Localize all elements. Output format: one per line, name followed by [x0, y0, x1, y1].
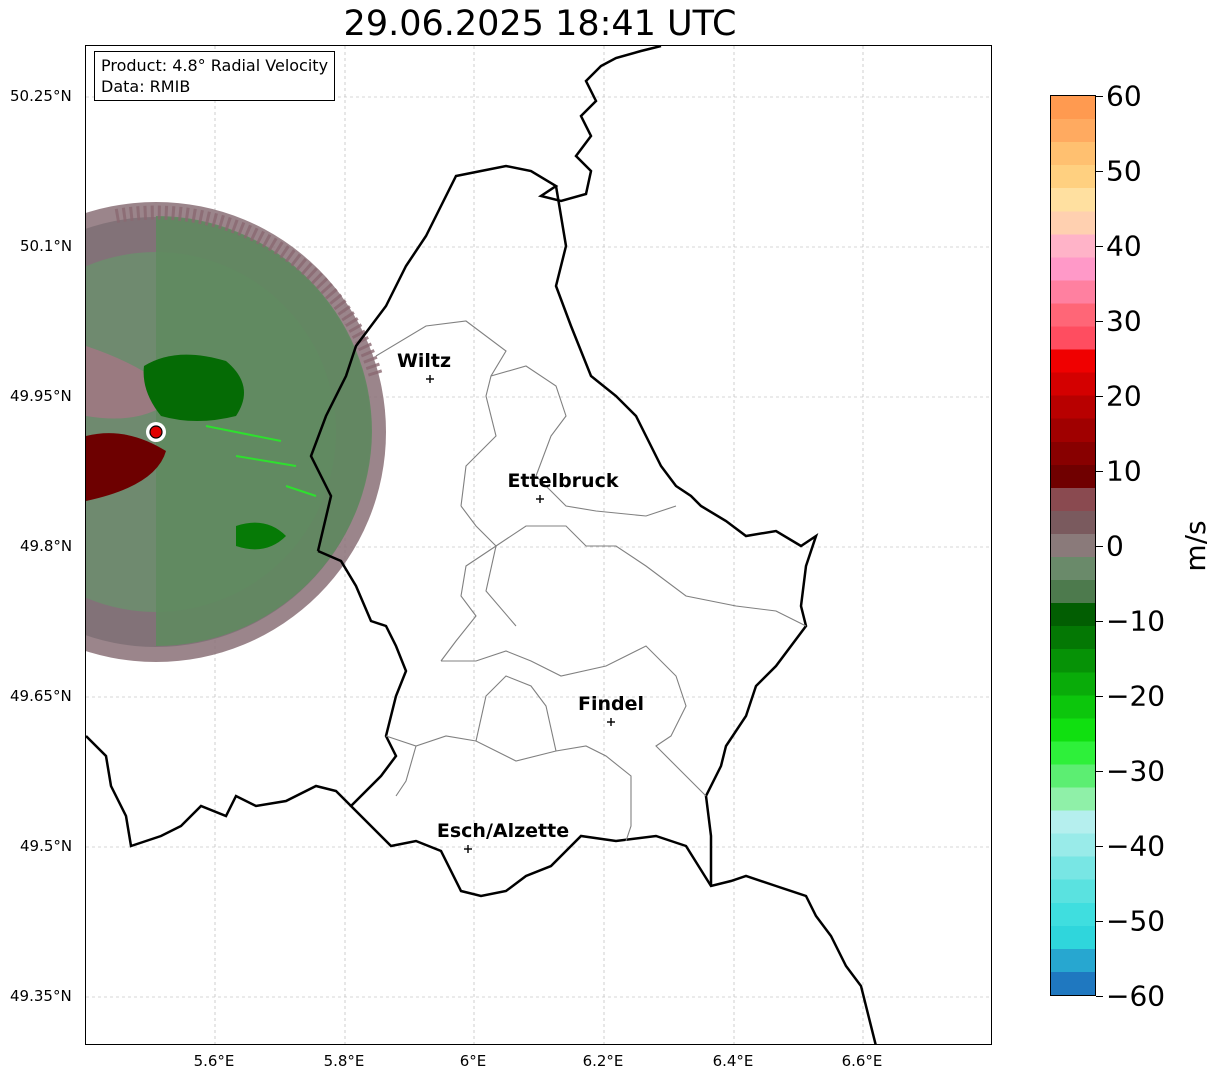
lon-label: 6.4°E	[712, 1052, 754, 1070]
lon-label: 6.6°E	[841, 1052, 883, 1070]
lon-label: 6.2°E	[582, 1052, 624, 1070]
lat-label: 49.95°N	[10, 387, 72, 405]
lat-label: 49.8°N	[20, 537, 73, 555]
map-area[interactable]	[85, 45, 992, 1045]
colorbar-tick	[1096, 171, 1103, 172]
colorbar-tick	[1096, 921, 1103, 922]
map-title: 29.06.2025 18:41 UTC	[343, 4, 737, 44]
colorbar-tick	[1096, 621, 1103, 622]
colorbar-tick	[1096, 96, 1103, 97]
lat-label: 50.1°N	[20, 237, 73, 255]
city-markers	[426, 375, 615, 853]
colorbar-tick-label: 10	[1106, 454, 1142, 488]
colorbar-tick-label: −50	[1106, 904, 1166, 938]
colorbar-tick	[1096, 321, 1103, 322]
lon-label: 5.8°E	[323, 1052, 365, 1070]
radar-site-marker	[149, 425, 163, 439]
colorbar-tick-label: −20	[1106, 679, 1166, 713]
country-borders	[86, 46, 877, 1044]
colorbar-tick	[1096, 771, 1103, 772]
colorbar-tick-label: 50	[1106, 154, 1142, 188]
colorbar-tick-label: 60	[1106, 79, 1142, 113]
colorbar-tick-label: −40	[1106, 829, 1166, 863]
colorbar-tick	[1096, 846, 1103, 847]
colorbar-unit-label: m/s	[1179, 520, 1207, 572]
district-borders	[375, 320, 807, 842]
colorbar-tick-label: 0	[1106, 529, 1124, 563]
lon-label: 6°E	[459, 1052, 487, 1070]
colorbar-tick-label: 40	[1106, 229, 1142, 263]
colorbar-tick	[1096, 696, 1103, 697]
info-box: Product: 4.8° Radial Velocity Data: RMIB	[94, 51, 336, 101]
city-label-wiltz: Wiltz	[396, 350, 452, 372]
colorbar-tick-label: −60	[1106, 979, 1166, 1013]
colorbar-tick	[1096, 996, 1103, 997]
lon-label: 5.6°E	[193, 1052, 235, 1070]
receding-velocity-area	[86, 433, 166, 501]
city-label-esch-alzette: Esch/Alzette	[436, 820, 570, 842]
colorbar-tick-label: 30	[1106, 304, 1142, 338]
colorbar-tick	[1096, 396, 1103, 397]
colorbar-tick	[1096, 546, 1103, 547]
data-source-label: Data: RMIB	[101, 77, 191, 96]
colorbar-tick-label: 20	[1106, 379, 1142, 413]
colorbar-tick	[1096, 246, 1103, 247]
lat-label: 49.5°N	[20, 837, 73, 855]
approaching-velocity-area	[143, 354, 244, 421]
lat-label: 50.25°N	[10, 87, 72, 105]
map-canvas	[86, 46, 991, 1044]
city-label-ettelbruck: Ettelbruck	[507, 470, 619, 492]
product-label: Product: 4.8° Radial Velocity	[101, 56, 329, 75]
velocity-colorbar	[1050, 95, 1096, 996]
city-label-findel: Findel	[577, 693, 645, 715]
colorbar-tick-label: −10	[1106, 604, 1166, 638]
lat-label: 49.35°N	[10, 987, 72, 1005]
colorbar-tick	[1096, 471, 1103, 472]
lat-label: 49.65°N	[10, 687, 72, 705]
radar-velocity-field	[86, 202, 386, 662]
colorbar-tick-label: −30	[1106, 754, 1166, 788]
